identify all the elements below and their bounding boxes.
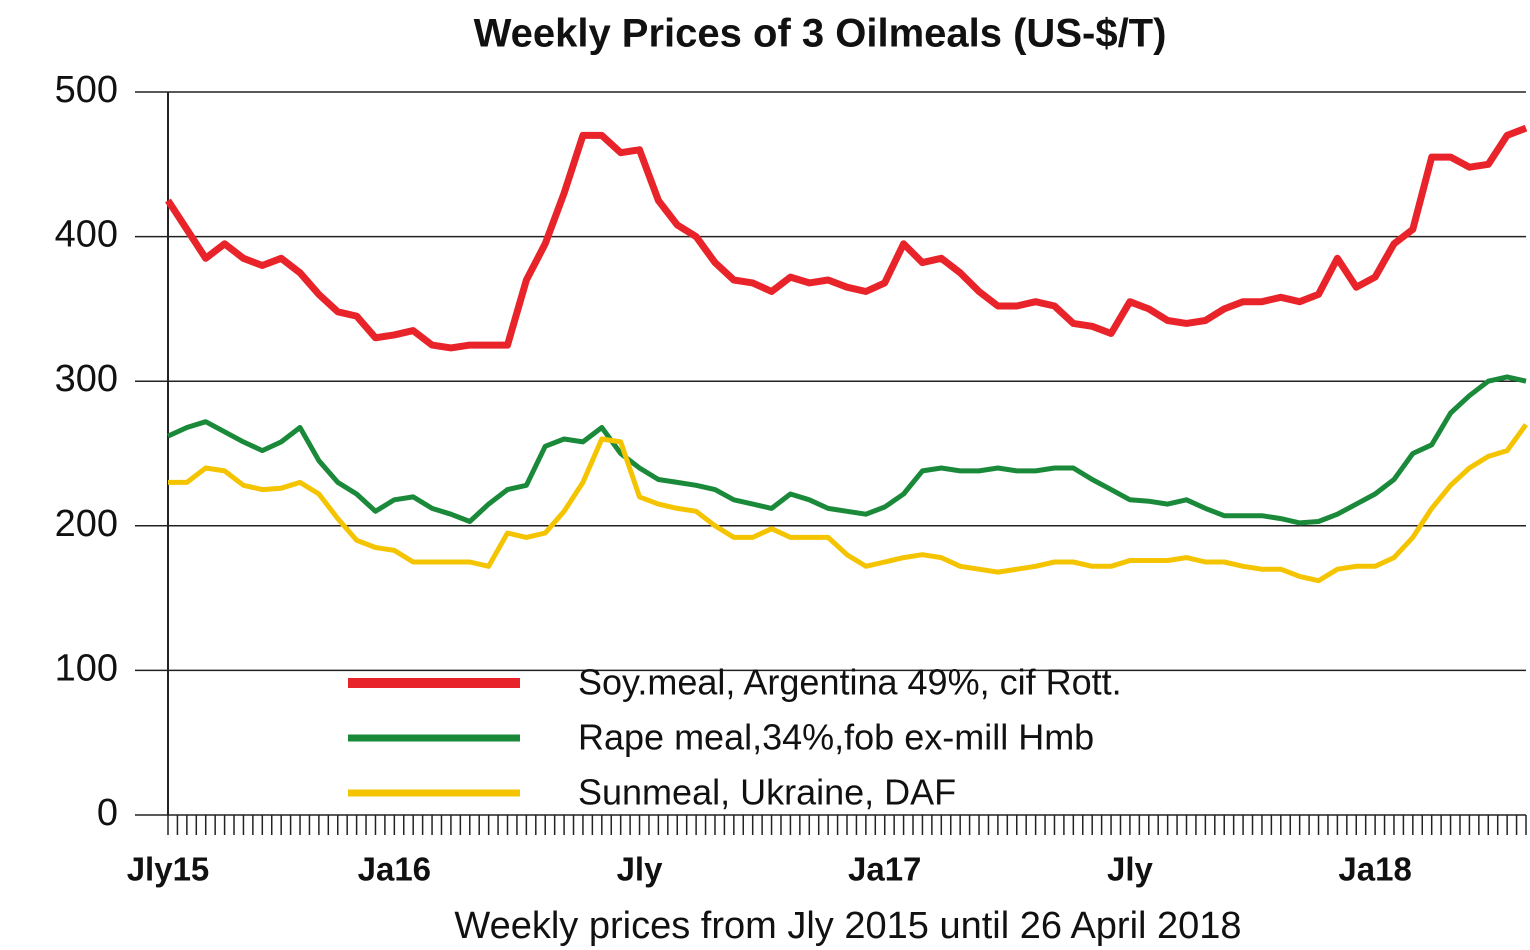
x-axis-label: Weekly prices from Jly 2015 until 26 Apr… xyxy=(454,905,1241,947)
x-tick-label: Ja17 xyxy=(848,851,921,888)
x-tick-label: Jly xyxy=(617,851,664,888)
y-tick-label: 0 xyxy=(97,792,118,834)
data-line xyxy=(168,423,1529,584)
y-tick-label: 100 xyxy=(55,647,118,689)
data-line xyxy=(166,374,1527,526)
legend-label: Soy.meal, Argentina 49%, cif Rott. xyxy=(578,662,1122,703)
y-tick-label: 500 xyxy=(55,69,118,111)
chart-title: Weekly Prices of 3 Oilmeals (US-$/T) xyxy=(474,12,1167,56)
y-tick-label: 200 xyxy=(55,503,118,545)
x-tick-label: Ja16 xyxy=(358,851,431,888)
x-tick-label: Jly xyxy=(1107,851,1154,888)
legend-label: Rape meal,34%,fob ex-mill Hmb xyxy=(578,717,1094,758)
x-tick-label: Ja18 xyxy=(1338,851,1411,888)
legend-label: Sunmeal, Ukraine, DAF xyxy=(578,772,956,813)
data-line xyxy=(165,124,1528,352)
y-tick-label: 300 xyxy=(55,358,118,400)
x-tick-label: Jly15 xyxy=(127,851,210,888)
y-tick-label: 400 xyxy=(55,214,118,256)
